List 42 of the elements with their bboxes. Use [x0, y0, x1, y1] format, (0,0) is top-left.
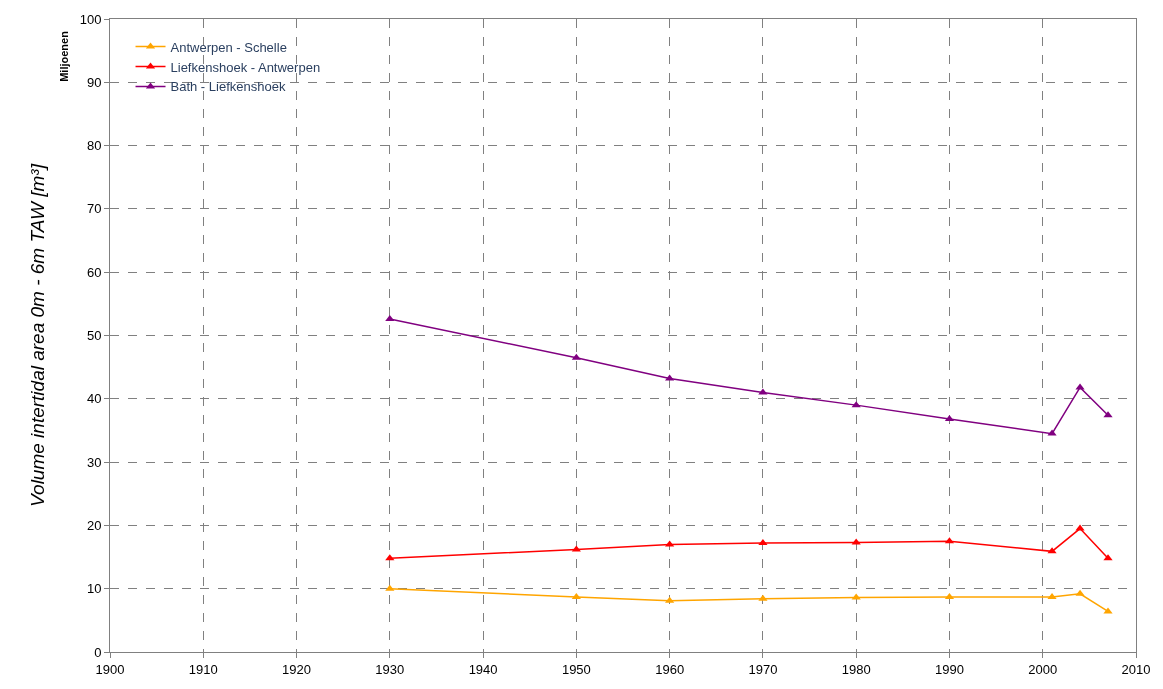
point: [1047, 592, 1057, 599]
point: [758, 594, 768, 601]
y-tick-label: 40: [86, 391, 102, 407]
legend-label: Antwerpen - Schelle: [170, 39, 287, 55]
point: [1075, 524, 1085, 531]
y-tick-label: 80: [86, 138, 102, 154]
x-tick-label: 2000: [1028, 661, 1058, 677]
point: [385, 315, 395, 322]
y-tick-label: 100: [79, 11, 102, 27]
x-tick-label: 1940: [468, 661, 498, 677]
legend-label: Bath - Liefkenshoek: [170, 79, 286, 95]
y-tick-label: 20: [86, 517, 102, 533]
x-tick-label: 1930: [375, 661, 405, 677]
y-tick-label: 0: [94, 644, 102, 660]
point: [851, 401, 861, 408]
y-tick-label: 60: [86, 264, 102, 280]
point: [385, 584, 395, 591]
y-tick-label: 30: [86, 454, 102, 470]
x-tick-label: 1990: [934, 661, 964, 677]
point: [665, 596, 675, 603]
point: [571, 592, 581, 599]
y-tick-label: 90: [86, 74, 102, 90]
x-tick-label: 1980: [841, 661, 871, 677]
point: [851, 593, 861, 600]
legend-label: Liefkenshoek - Antwerpen: [170, 59, 321, 75]
x-tick-label: 1960: [655, 661, 685, 677]
x-tick-label: 1920: [282, 661, 312, 677]
x-tick-label: 1900: [95, 661, 125, 677]
x-tick-label: 1950: [561, 661, 591, 677]
text: Miljoenen: [57, 30, 70, 82]
y-tick-label: 10: [86, 581, 102, 597]
x-tick-label: 1970: [748, 661, 778, 677]
x-tick-label: 1910: [188, 661, 218, 677]
point: [1047, 429, 1057, 436]
point: [1075, 589, 1085, 596]
y-axis-title: Volume intertidal area 0m - 6m TAW [m³]: [26, 163, 48, 507]
y-tick-label: 50: [86, 328, 102, 344]
point: [665, 374, 675, 381]
point: [758, 539, 768, 546]
y-tick-label: 70: [86, 201, 102, 217]
x-tick-label: 2010: [1121, 661, 1151, 677]
point: [571, 353, 581, 360]
